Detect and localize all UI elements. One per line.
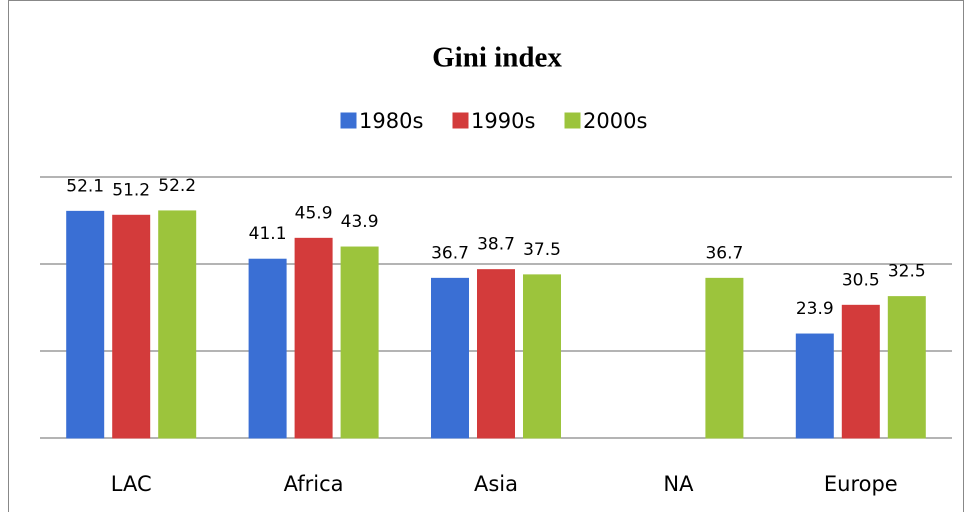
legend-label: 1990s — [471, 109, 535, 133]
x-tick-label: Africa — [284, 472, 344, 496]
x-tick-label: Asia — [474, 472, 518, 496]
bar — [66, 210, 105, 439]
value-label: 36.7 — [431, 243, 469, 263]
legend-label: 1980s — [359, 109, 423, 133]
value-label: 32.5 — [888, 262, 926, 282]
bar — [477, 269, 515, 439]
value-label: 38.7 — [477, 235, 515, 255]
bar — [340, 246, 379, 439]
chart-title: Gini index — [432, 42, 562, 74]
bar — [705, 277, 744, 439]
bar — [294, 237, 333, 439]
value-label: 45.9 — [295, 203, 333, 223]
value-label: 30.5 — [842, 270, 880, 290]
chart-frame — [8, 0, 964, 512]
x-tick-label: NA — [663, 472, 694, 496]
x-tick-label: LAC — [111, 472, 152, 496]
value-label: 23.9 — [796, 299, 834, 319]
bar — [248, 258, 287, 439]
value-label: 36.7 — [705, 243, 743, 263]
legend-label: 2000s — [583, 109, 647, 133]
value-label: 51.2 — [112, 180, 150, 200]
legend-swatch — [340, 112, 357, 129]
legend-swatch — [452, 112, 469, 129]
x-tick-label: Europe — [824, 472, 898, 496]
value-label: 52.1 — [66, 176, 104, 196]
legend-swatch — [564, 112, 581, 129]
value-label: 41.1 — [249, 224, 287, 244]
bar — [795, 333, 834, 439]
bar — [523, 274, 561, 439]
bar — [112, 214, 151, 439]
value-label: 37.5 — [523, 240, 561, 260]
bar — [431, 277, 469, 439]
value-label: 52.2 — [158, 176, 196, 196]
bar — [841, 304, 880, 439]
value-label: 43.9 — [341, 212, 379, 232]
bar — [158, 210, 197, 439]
bar — [887, 296, 926, 439]
